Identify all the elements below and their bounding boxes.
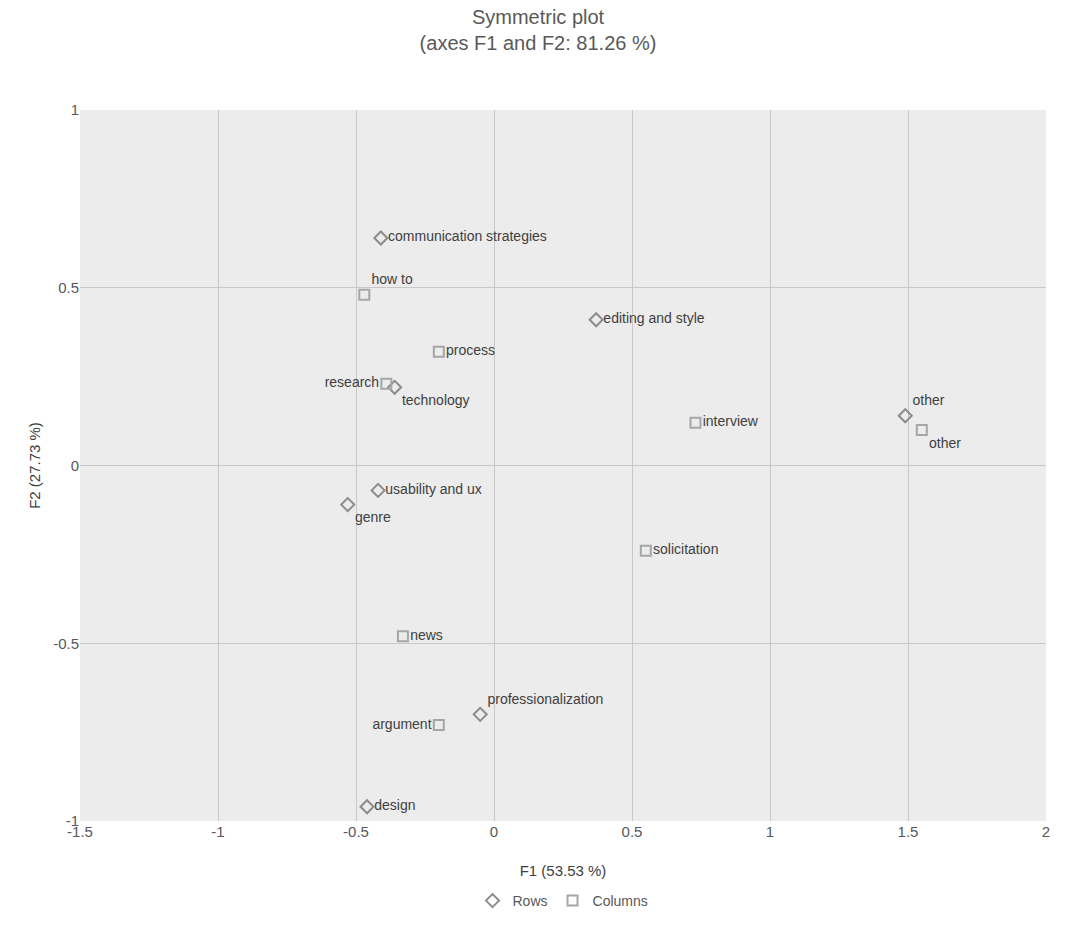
svg-text:F2 (27.73 %): F2 (27.73 %) [26, 422, 43, 509]
svg-text:-1.5: -1.5 [67, 823, 93, 840]
svg-text:genre: genre [355, 509, 391, 525]
svg-text:usability and ux: usability and ux [385, 481, 482, 497]
svg-text:1.5: 1.5 [898, 823, 919, 840]
svg-text:2: 2 [1042, 823, 1050, 840]
svg-text:0: 0 [490, 823, 498, 840]
svg-text:Columns: Columns [593, 893, 648, 909]
svg-text:design: design [374, 797, 415, 813]
svg-text:-1: -1 [211, 823, 224, 840]
svg-text:process: process [446, 342, 495, 358]
svg-text:communication strategies: communication strategies [388, 228, 547, 244]
svg-text:editing and style: editing and style [603, 310, 704, 326]
svg-text:argument: argument [372, 716, 431, 732]
svg-text:1: 1 [766, 823, 774, 840]
svg-text:other: other [912, 392, 944, 408]
svg-text:solicitation: solicitation [653, 541, 718, 557]
svg-text:-0.5: -0.5 [343, 823, 369, 840]
svg-text:research: research [325, 374, 379, 390]
svg-text:professionalization: professionalization [487, 691, 603, 707]
svg-text:F1 (53.53 %): F1 (53.53 %) [520, 862, 607, 879]
svg-text:0: 0 [71, 457, 79, 474]
svg-text:other: other [929, 435, 961, 451]
svg-text:Symmetric plot(axes F1 and F2:: Symmetric plot(axes F1 and F2: 81.26 %) [420, 6, 657, 54]
svg-text:-1: -1 [66, 812, 79, 829]
svg-text:Rows: Rows [513, 893, 548, 909]
svg-text:interview: interview [703, 413, 759, 429]
svg-text:1: 1 [71, 101, 79, 118]
svg-text:technology: technology [402, 392, 470, 408]
svg-text:how to: how to [372, 271, 413, 287]
svg-text:0.5: 0.5 [58, 279, 79, 296]
svg-text:0.5: 0.5 [622, 823, 643, 840]
svg-text:-0.5: -0.5 [53, 635, 79, 652]
svg-text:news: news [410, 627, 443, 643]
